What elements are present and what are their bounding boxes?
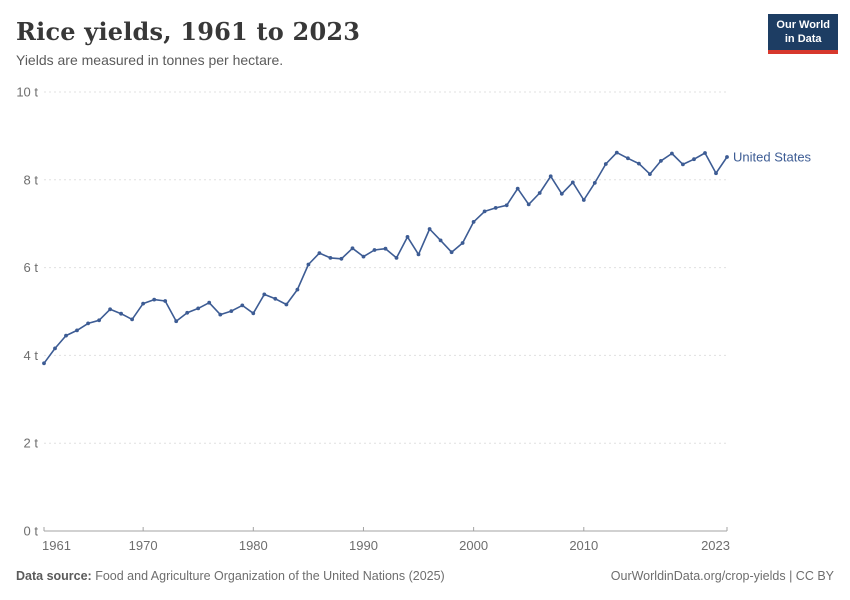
data-point [637,161,641,166]
data-point [515,186,520,191]
data-point [130,317,135,322]
data-point [53,346,57,351]
chart-footer: Data source: Food and Agriculture Organi… [16,569,834,583]
data-point [262,292,267,297]
x-tick-label: 2023 [701,538,730,553]
y-tick-label: 8 t [24,172,39,187]
y-tick-label: 4 t [24,348,39,363]
data-point [648,172,652,177]
data-point [97,318,101,323]
data-point [108,307,112,312]
series-label: United States [733,149,812,164]
data-point [703,151,707,155]
x-tick-label: 2000 [459,538,488,553]
data-point [670,151,674,156]
data-point [350,246,355,251]
owid-logo-line1: Our World [776,19,830,31]
data-point [659,159,663,163]
data-point [471,220,476,224]
data-point [692,157,696,162]
data-point [75,328,79,333]
data-point [339,256,344,261]
data-point [163,299,168,303]
data-point [416,252,421,257]
data-line [43,151,728,365]
x-tick-label: 1980 [239,538,268,553]
data-point [614,150,619,155]
data-point [317,251,322,256]
data-point [328,256,333,260]
data-point [493,206,498,210]
chart-subtitle: Yields are measured in tonnes per hectar… [16,52,284,68]
data-point [196,306,201,311]
data-point [714,171,718,176]
data-source-note: Data source: Food and Agriculture Organi… [16,569,445,583]
data-source-label: Data source: [16,569,92,583]
data-point [449,250,454,255]
data-point [438,238,443,243]
data-point [174,319,179,324]
data-point [251,311,256,316]
data-point [626,156,630,161]
x-tick-label: 1961 [42,538,71,553]
data-point [306,262,311,267]
data-point [482,209,487,214]
data-point [681,162,685,167]
data-point [526,202,531,207]
data-point [141,301,146,306]
data-point [86,321,90,326]
owid-logo-line2: in Data [784,33,822,46]
data-point [361,254,366,259]
data-point [603,162,608,166]
data-point [405,235,410,239]
data-point [229,309,234,313]
data-point [185,310,190,315]
data-point [119,311,123,316]
y-tick-label: 6 t [24,260,39,275]
y-tick-label: 2 t [24,436,39,451]
data-point [537,191,542,195]
data-point [592,181,597,185]
data-point [427,227,432,231]
data-point [548,174,553,179]
data-point [581,198,586,202]
data-point [460,241,465,245]
data-point [372,248,377,252]
x-tick-label: 1970 [129,538,158,553]
data-point [295,287,300,292]
data-point [559,191,564,196]
chart-title: Rice yields, 1961 to 2023 [16,17,361,46]
owid-logo[interactable]: Our World in Data [768,14,838,54]
data-point [64,333,68,338]
y-tick-label: 10 t [16,85,38,100]
data-point [394,256,399,260]
data-point [383,246,388,251]
credit-link[interactable]: OurWorldinData.org/crop-yields | CC BY [610,569,834,583]
y-tick-label: 0 t [24,524,39,539]
data-point [273,296,278,301]
data-point [42,361,46,366]
data-point [504,203,509,208]
data-point [152,297,157,302]
data-point [570,180,575,185]
data-point [240,303,245,308]
data-point [207,300,212,305]
data-point [284,302,289,307]
data-point [218,312,223,317]
data-source-text: Food and Agriculture Organization of the… [91,569,445,583]
x-tick-label: 1990 [349,538,378,553]
data-point [725,155,729,159]
x-tick-label: 2010 [569,538,598,553]
